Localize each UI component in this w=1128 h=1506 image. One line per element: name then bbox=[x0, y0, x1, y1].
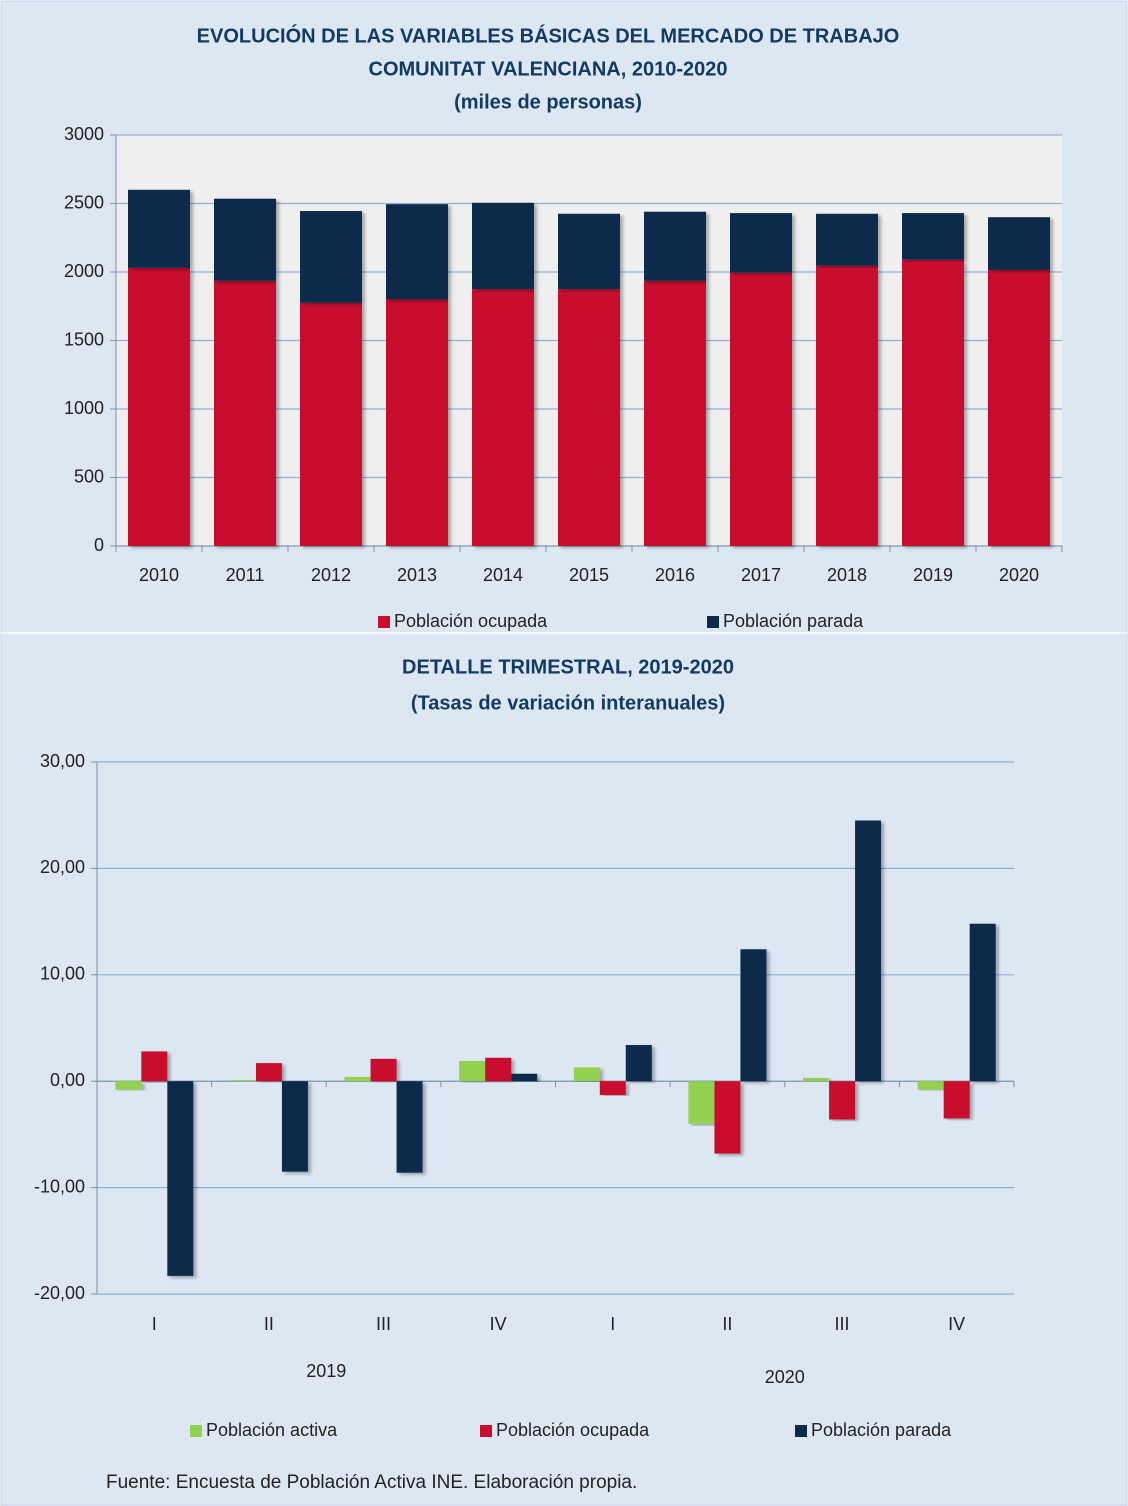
x-tick-label: IV bbox=[490, 1314, 507, 1334]
x-tick-label: II bbox=[722, 1314, 732, 1334]
x-tick-label: I bbox=[152, 1314, 157, 1334]
bar bbox=[730, 272, 792, 546]
x-tick-label: IV bbox=[948, 1314, 965, 1334]
bar bbox=[599, 1081, 626, 1096]
x-tick-label: 2015 bbox=[569, 565, 609, 585]
x-tick-label: 2018 bbox=[827, 565, 867, 585]
legend-swatch bbox=[707, 616, 719, 628]
legend-label: Población ocupada bbox=[496, 1420, 650, 1440]
y-tick-label: 500 bbox=[74, 466, 104, 486]
x-tick-label: 2012 bbox=[311, 565, 351, 585]
bar bbox=[141, 1051, 168, 1082]
bar bbox=[816, 265, 878, 546]
y-tick-label: -20,00 bbox=[34, 1283, 85, 1303]
bar bbox=[472, 289, 534, 546]
source-note: Fuente: Encuesta de Población Activa INE… bbox=[106, 1472, 637, 1493]
bar bbox=[511, 1073, 538, 1082]
bar bbox=[740, 949, 767, 1082]
bar bbox=[573, 1067, 600, 1082]
group-label: 2020 bbox=[765, 1367, 805, 1387]
bar bbox=[943, 1081, 970, 1119]
group-label: 2019 bbox=[306, 1361, 346, 1381]
bar bbox=[300, 302, 362, 546]
bar bbox=[255, 1063, 282, 1082]
bar bbox=[902, 259, 964, 546]
bar bbox=[459, 1060, 486, 1082]
bar bbox=[803, 1078, 830, 1082]
bar bbox=[214, 198, 276, 281]
chart-title: COMUNITAT VALENCIANA, 2010-2020 bbox=[369, 58, 728, 80]
bar bbox=[625, 1045, 652, 1082]
chart-title: DETALLE TRIMESTRAL, 2019-2020 bbox=[402, 656, 734, 678]
x-tick-label: 2017 bbox=[741, 565, 781, 585]
bar bbox=[472, 202, 534, 290]
bar bbox=[128, 189, 190, 268]
y-tick-label: 1500 bbox=[64, 329, 104, 349]
legend-swatch bbox=[795, 1425, 807, 1437]
legend-label: Población parada bbox=[723, 611, 864, 631]
bar bbox=[167, 1081, 194, 1276]
bar bbox=[644, 211, 706, 281]
legend-swatch bbox=[190, 1425, 202, 1437]
legend-swatch bbox=[378, 616, 390, 628]
x-tick-label: I bbox=[610, 1314, 615, 1334]
x-tick-label: 2020 bbox=[999, 565, 1039, 585]
chart-title: EVOLUCIÓN DE LAS VARIABLES BÁSICAS DEL M… bbox=[197, 23, 900, 47]
y-tick-label: 2000 bbox=[64, 261, 104, 281]
bar bbox=[558, 213, 620, 290]
x-tick-label: 2010 bbox=[139, 565, 179, 585]
bar bbox=[855, 820, 882, 1082]
x-tick-label: 2014 bbox=[483, 565, 523, 585]
x-tick-label: 2013 bbox=[397, 565, 437, 585]
bar bbox=[229, 1080, 256, 1082]
bar bbox=[730, 213, 792, 273]
bar bbox=[214, 280, 276, 546]
bar bbox=[714, 1081, 741, 1154]
y-tick-label: 3000 bbox=[64, 124, 104, 144]
bar bbox=[917, 1081, 944, 1090]
bar bbox=[644, 280, 706, 546]
bar bbox=[558, 289, 620, 546]
bar bbox=[485, 1057, 512, 1082]
bar bbox=[902, 213, 964, 260]
bar bbox=[128, 267, 190, 546]
x-tick-label: III bbox=[376, 1314, 391, 1334]
y-tick-label: 0,00 bbox=[50, 1070, 85, 1090]
bar bbox=[344, 1076, 371, 1082]
bar bbox=[969, 923, 996, 1082]
bar bbox=[370, 1058, 397, 1082]
bar bbox=[281, 1081, 308, 1172]
chart-subtitle: (Tasas de variación interanuales) bbox=[411, 692, 725, 714]
bar bbox=[386, 299, 448, 546]
bar bbox=[829, 1081, 856, 1120]
chart-subtitle: (miles de personas) bbox=[454, 91, 642, 113]
legend-label: Población parada bbox=[811, 1420, 952, 1440]
bar bbox=[115, 1081, 142, 1090]
x-tick-label: 2011 bbox=[226, 565, 265, 585]
y-tick-label: 10,00 bbox=[40, 964, 85, 984]
bar bbox=[816, 213, 878, 266]
y-tick-label: 1000 bbox=[64, 398, 104, 418]
y-tick-label: 30,00 bbox=[40, 751, 85, 771]
legend-label: Población ocupada bbox=[394, 611, 548, 631]
legend-swatch bbox=[480, 1425, 492, 1437]
x-tick-label: 2019 bbox=[913, 565, 953, 585]
bar bbox=[988, 217, 1050, 270]
bar bbox=[396, 1081, 423, 1173]
x-tick-label: III bbox=[835, 1314, 850, 1334]
y-tick-label: 0 bbox=[94, 535, 104, 555]
bar bbox=[386, 204, 448, 300]
bar bbox=[688, 1081, 715, 1124]
y-tick-label: 20,00 bbox=[40, 857, 85, 877]
x-tick-label: 2016 bbox=[655, 565, 695, 585]
x-tick-label: II bbox=[264, 1314, 274, 1334]
bar bbox=[988, 269, 1050, 546]
y-tick-label: -10,00 bbox=[34, 1176, 85, 1196]
y-tick-label: 2500 bbox=[64, 192, 104, 212]
bar bbox=[300, 211, 362, 303]
legend-label: Población activa bbox=[206, 1420, 338, 1440]
